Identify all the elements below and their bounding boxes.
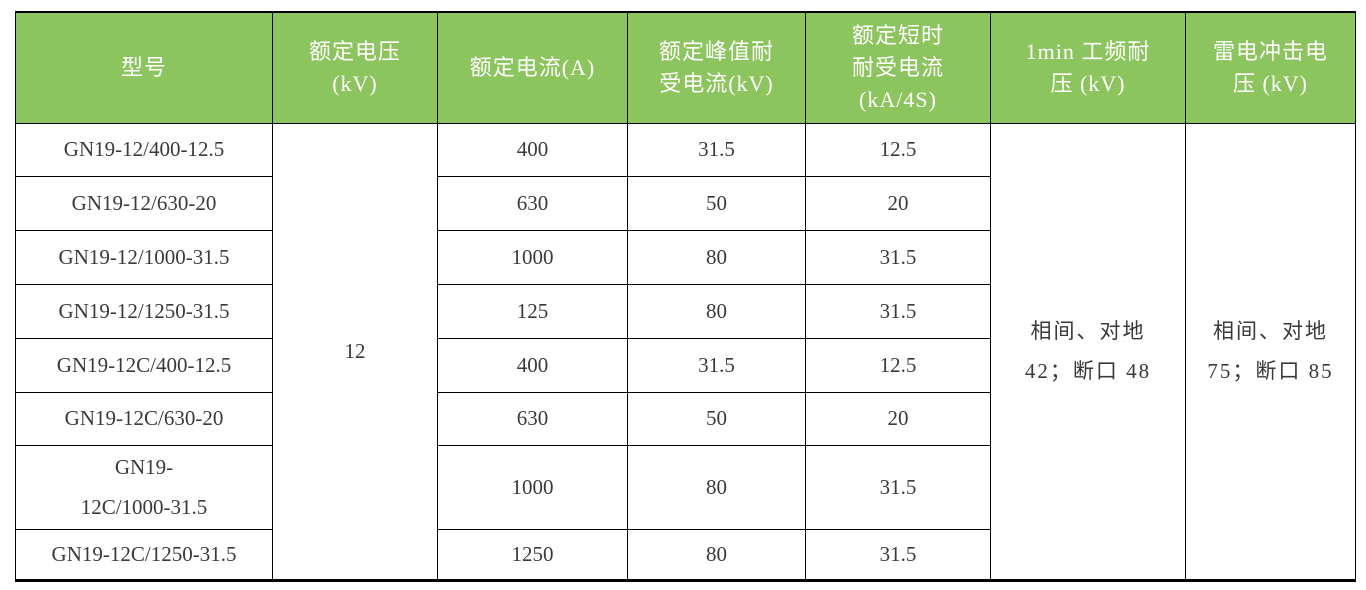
short-time-current-cell: 12.5 (805, 338, 991, 393)
rated-current-cell: 125 (437, 284, 628, 339)
peak-current-cell: 80 (627, 529, 806, 581)
model-cell: GN19-12/400-12.5 (15, 123, 273, 177)
model-cell: GN19-12/1250-31.5 (15, 284, 273, 339)
peak-current-cell: 50 (627, 392, 806, 446)
header-cell-lightning: 雷电冲击电 压 (kV) (1185, 11, 1356, 124)
peak-current-cell: 50 (627, 176, 806, 231)
table-row: GN19-12C/1250-31.5 1250 80 31.5 (15, 529, 1356, 581)
header-cell-power-frequency: 1min 工频耐 压 (kV) (990, 11, 1186, 124)
header-cell-model: 型号 (15, 11, 273, 124)
peak-current-cell: 80 (627, 230, 806, 285)
rated-current-cell: 1250 (437, 529, 628, 581)
table-row: GN19-12C/630-20 630 50 20 (15, 392, 1356, 446)
header-cell-rated-voltage: 额定电压 (kV) (272, 11, 438, 124)
header-cell-rated-current: 额定电流(A) (437, 11, 628, 124)
short-time-current-cell: 31.5 (805, 445, 991, 530)
lightning-impulse-merged-cell: 相间、对地 75；断口 85 (1185, 123, 1356, 581)
spec-table: 型号 额定电压 (kV) 额定电流(A) 额定峰值耐 受电流(kV) 额定短时 … (15, 11, 1356, 582)
peak-current-cell: 80 (627, 445, 806, 530)
table-row: GN19-12/1250-31.5 125 80 31.5 (15, 284, 1356, 339)
rated-current-cell: 400 (437, 338, 628, 393)
rated-current-cell: 630 (437, 176, 628, 231)
peak-current-cell: 31.5 (627, 123, 806, 177)
rated-current-cell: 1000 (437, 230, 628, 285)
model-cell: GN19-12C/400-12.5 (15, 338, 273, 393)
table-row: GN19-12/630-20 630 50 20 (15, 176, 1356, 231)
short-time-current-cell: 20 (805, 176, 991, 231)
model-cell: GN19-12/1000-31.5 (15, 230, 273, 285)
header-cell-peak-current: 额定峰值耐 受电流(kV) (627, 11, 806, 124)
short-time-current-cell: 31.5 (805, 230, 991, 285)
spec-table-container: 型号 额定电压 (kV) 额定电流(A) 额定峰值耐 受电流(kV) 额定短时 … (15, 11, 1356, 582)
header-cell-short-time: 额定短时 耐受电流 (kA/4S) (805, 11, 991, 124)
model-cell: GN19-12C/1250-31.5 (15, 529, 273, 581)
model-cell: GN19- 12C/1000-31.5 (15, 445, 273, 530)
table-row: GN19-12/400-12.5 12 400 31.5 12.5 相间、对地 … (15, 123, 1356, 581)
short-time-current-cell: 31.5 (805, 529, 991, 581)
model-cell: GN19-12/630-20 (15, 176, 273, 231)
power-frequency-merged-cell: 相间、对地 42；断口 48 (990, 123, 1186, 581)
short-time-current-cell: 31.5 (805, 284, 991, 339)
rated-current-cell: 630 (437, 392, 628, 446)
short-time-current-cell: 12.5 (805, 123, 991, 177)
model-cell: GN19-12C/630-20 (15, 392, 273, 446)
table-row: GN19- 12C/1000-31.5 1000 80 31.5 (15, 445, 1356, 530)
short-time-current-cell: 20 (805, 392, 991, 446)
rated-current-cell: 400 (437, 123, 628, 177)
peak-current-cell: 31.5 (627, 338, 806, 393)
header-row: 型号 额定电压 (kV) 额定电流(A) 额定峰值耐 受电流(kV) 额定短时 … (15, 11, 1356, 124)
rated-current-cell: 1000 (437, 445, 628, 530)
table-row: GN19-12/1000-31.5 1000 80 31.5 (15, 230, 1356, 285)
peak-current-cell: 80 (627, 284, 806, 339)
rated-voltage-merged-cell: 12 (272, 123, 438, 581)
